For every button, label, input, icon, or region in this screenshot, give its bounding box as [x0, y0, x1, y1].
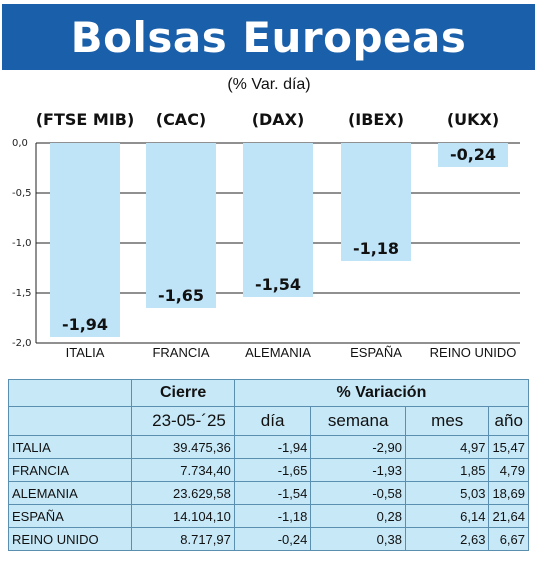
bar	[243, 143, 313, 297]
row-dia: -1,65	[233, 458, 312, 482]
row-semana: -1,93	[310, 458, 406, 482]
table-header-row: Cierre % Variación	[7, 379, 530, 407]
category-label: FRANCIA	[152, 345, 209, 360]
bar	[50, 143, 120, 337]
y-tick-label: -0,5	[12, 188, 32, 199]
row-semana: 0,28	[310, 504, 406, 528]
y-tick-label: -2,0	[12, 338, 32, 349]
category-label: ALEMANIA	[245, 345, 311, 360]
data-label: -1,65	[158, 286, 204, 305]
row-name: REINO UNIDO	[7, 527, 133, 551]
index-label: (FTSE MIB)	[36, 110, 135, 129]
data-label: -1,54	[255, 275, 301, 294]
row-cierre: 7.734,40	[131, 458, 235, 482]
subheader-blank	[7, 406, 133, 436]
row-cierre: 8.717,97	[131, 527, 235, 551]
row-semana: -0,58	[310, 481, 406, 505]
bar-chart: 0,0 -0,5 -1,0 -1,5 -2,0 (FTSE MIB) -1,94 ITALIA…	[12, 110, 520, 360]
row-mes: 2,63	[404, 527, 490, 551]
bar	[341, 143, 411, 261]
category-label: ESPAÑA	[350, 345, 402, 360]
table-row: ESPAÑA 14.104,10 -1,18 0,28 6,14 21,64	[7, 504, 529, 528]
row-name: ESPAÑA	[7, 504, 133, 528]
y-tick-label: -1,5	[12, 288, 32, 299]
row-ano: 6,67	[488, 527, 529, 551]
row-cierre: 14.104,10	[131, 504, 235, 528]
data-label: -0,24	[450, 145, 496, 164]
header-mes: mes	[404, 406, 490, 436]
data-label: -1,94	[62, 315, 108, 334]
row-ano: 4,79	[488, 458, 529, 482]
header-variacion: % Variación	[233, 379, 530, 407]
index-label: (CAC)	[156, 110, 207, 129]
row-mes: 1,85	[404, 458, 490, 482]
row-dia: -0,24	[233, 527, 312, 551]
index-label: (DAX)	[252, 110, 305, 129]
header-cierre: Cierre	[131, 379, 235, 407]
row-ano: 15,47	[488, 435, 529, 459]
row-name: FRANCIA	[7, 458, 133, 482]
row-name: ALEMANIA	[7, 481, 133, 505]
row-mes: 4,97	[404, 435, 490, 459]
data-label: -1,18	[353, 239, 399, 258]
row-ano: 18,69	[488, 481, 529, 505]
table-row: REINO UNIDO 8.717,97 -0,24 0,38 2,63 6,67	[7, 527, 529, 551]
table-row: FRANCIA 7.734,40 -1,65 -1,93 1,85 4,79	[7, 458, 529, 482]
row-ano: 21,64	[488, 504, 529, 528]
row-dia: -1,18	[233, 504, 312, 528]
y-tick-label: -1,0	[12, 238, 32, 249]
row-cierre: 39.475,36	[131, 435, 235, 459]
row-mes: 6,14	[404, 504, 490, 528]
header-date: 23-05-´25	[131, 406, 235, 436]
page-title: Bolsas Europeas	[70, 12, 467, 62]
chart-subtitle: (% Var. día)	[227, 76, 311, 93]
header-dia: día	[233, 406, 312, 436]
table-subheader-row: 23-05-´25 día semana mes año	[7, 406, 529, 436]
index-label: (IBEX)	[348, 110, 404, 129]
bar	[146, 143, 216, 308]
row-cierre: 23.629,58	[131, 481, 235, 505]
category-label: REINO UNIDO	[430, 345, 517, 360]
row-semana: 0,38	[310, 527, 406, 551]
row-name: ITALIA	[7, 435, 133, 459]
index-label: (UKX)	[447, 110, 499, 129]
header-ano: año	[488, 406, 529, 436]
row-mes: 5,03	[404, 481, 490, 505]
y-tick-label: 0,0	[12, 138, 28, 149]
title-banner: Bolsas Europeas	[2, 4, 535, 70]
row-dia: -1,94	[233, 435, 312, 459]
row-dia: -1,54	[233, 481, 312, 505]
category-label: ITALIA	[66, 345, 105, 360]
row-semana: -2,90	[310, 435, 406, 459]
header-blank	[7, 379, 133, 407]
header-semana: semana	[310, 406, 406, 436]
bar	[438, 143, 508, 167]
table-row: ITALIA 39.475,36 -1,94 -2,90 4,97 15,47	[7, 435, 529, 459]
table-row: ALEMANIA 23.629,58 -1,54 -0,58 5,03 18,69	[7, 481, 529, 505]
quotes-table: Cierre % Variación 23-05-´25 día semana …	[7, 379, 530, 551]
